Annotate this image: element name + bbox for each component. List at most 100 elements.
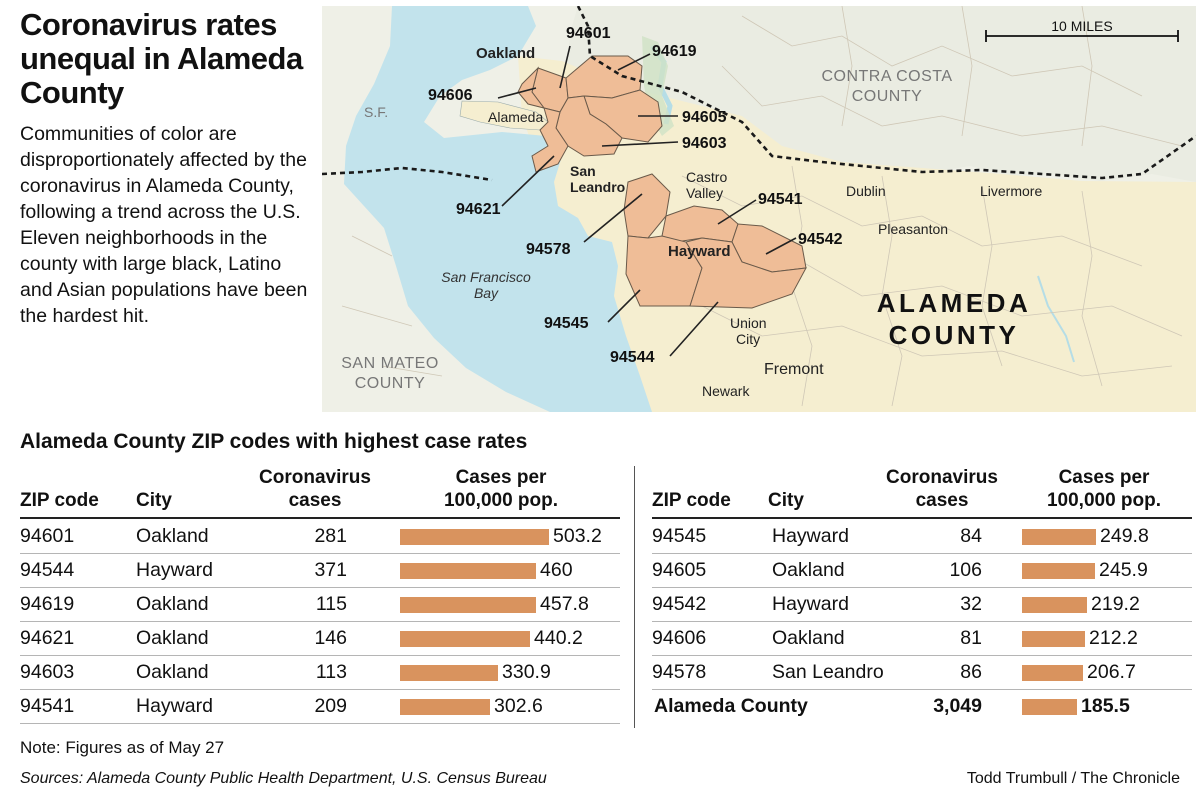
table-right: ZIP code City Coronavirus cases Cases pe…	[652, 466, 1192, 728]
table-row: 94621 Oakland 146 440.2	[20, 621, 620, 656]
zip-label-94541: 94541	[758, 191, 803, 208]
table-row: 94603 Oakland 113 330.9	[20, 655, 620, 690]
zip-cell: 94606	[652, 627, 707, 649]
cases-cell: 146	[314, 627, 347, 649]
rate-label: 185.5	[1081, 695, 1130, 717]
table-row: 94544 Hayward 371 460	[20, 553, 620, 588]
cases-cell: 371	[314, 559, 347, 581]
zip-cell: 94541	[20, 695, 75, 717]
table-title: Alameda County ZIP codes with highest ca…	[20, 430, 528, 453]
rate-bar	[1022, 699, 1077, 715]
header-cases-line2: cases	[915, 490, 969, 511]
credit: Todd Trumbull / The Chronicle	[966, 770, 1180, 787]
san-mateo-label-2: COUNTY	[355, 375, 426, 392]
county-labels: CONTRA COSTA COUNTY SAN MATEO COUNTY	[341, 68, 952, 392]
place-leandro: Leandro	[570, 179, 625, 195]
place-union: Union	[730, 315, 767, 331]
table-row: 94541 Hayward 209 302.6	[20, 689, 620, 724]
city-cell: Hayward	[772, 593, 849, 615]
place-valley: Valley	[686, 185, 723, 201]
total-cases: 3,049	[933, 695, 982, 717]
water-label: San Francisco Bay	[441, 269, 531, 301]
leader-lines	[497, 45, 797, 357]
header-cases: Coronavirus cases	[862, 466, 1022, 512]
bay-label-2: Bay	[474, 285, 499, 301]
city-cell: Oakland	[136, 627, 209, 649]
place-castro: Castro	[686, 169, 727, 185]
rate-label: 206.7	[1087, 661, 1136, 683]
contra-costa-label-1: CONTRA COSTA	[821, 68, 952, 85]
cases-cell: 81	[960, 627, 982, 649]
zip-labels: 94601 94619 94606 94605 94603 94621 9457…	[428, 25, 843, 366]
area-94544	[685, 237, 807, 309]
alameda-county-label-2: COUNTY	[889, 320, 1020, 350]
place-newark: Newark	[702, 383, 750, 399]
area-94578	[623, 173, 671, 239]
cases-cell: 106	[949, 559, 982, 581]
rate-bar	[400, 699, 490, 715]
rate-bar	[1022, 563, 1095, 579]
table-row: 94619 Oakland 115 457.8	[20, 587, 620, 622]
place-fremont: Fremont	[764, 361, 824, 378]
place-alameda: Alameda	[488, 109, 543, 125]
scale-label: 10 MILES	[1051, 18, 1112, 34]
zip-label-94606: 94606	[428, 87, 473, 104]
minor-boundaries	[341, 6, 1183, 407]
table-row: 94601 Oakland 281 503.2	[20, 519, 620, 554]
header-rule	[652, 517, 1192, 519]
table-row: 94605 Oakland 106 245.9	[652, 553, 1192, 588]
bay-label-1: San Francisco	[441, 269, 531, 285]
bay-water	[344, 6, 652, 412]
place-sf: S.F.	[364, 104, 388, 120]
header-cases-line1: Coronavirus	[259, 467, 371, 488]
zip-cell: 94578	[652, 661, 707, 683]
rate-label: 457.8	[540, 593, 589, 615]
place-oakland: Oakland	[476, 45, 535, 62]
total-label: Alameda County	[654, 695, 808, 717]
creek	[1037, 275, 1075, 363]
rate-bar	[400, 597, 536, 613]
header-cases-line2: cases	[288, 490, 342, 511]
header-cases-line1: Coronavirus	[886, 467, 998, 488]
city-cell: San Leandro	[772, 661, 884, 683]
header-rate-line1: Cases per	[1058, 467, 1150, 488]
zip-label-94542: 94542	[798, 231, 843, 248]
zip-cell: 94603	[20, 661, 75, 683]
san-mateo-land	[322, 184, 552, 412]
zip-label-94603: 94603	[682, 135, 727, 152]
zip-label-94605: 94605	[682, 109, 727, 126]
header-rate-line1: Cases per	[455, 467, 547, 488]
header-rate-line2: 100,000 pop.	[443, 490, 559, 511]
header-rate: Cases per 100,000 pop.	[1016, 466, 1192, 512]
table-row: 94606 Oakland 81 212.2	[652, 621, 1192, 656]
city-cell: Oakland	[772, 627, 845, 649]
place-livermore: Livermore	[980, 183, 1042, 199]
rate-label: 440.2	[534, 627, 583, 649]
scale-bar: 10 MILES	[985, 18, 1179, 42]
city-cell: Oakland	[136, 593, 209, 615]
cases-cell: 113	[315, 661, 347, 683]
rate-label: 330.9	[502, 661, 551, 683]
city-cell: Oakland	[772, 559, 845, 581]
city-cell: Oakland	[136, 525, 209, 547]
rate-label: 460	[540, 559, 573, 581]
city-cell: Hayward	[136, 695, 213, 717]
sources: Sources: Alameda County Public Health De…	[20, 770, 547, 787]
rate-bar	[400, 563, 536, 579]
zip-cell: 94542	[652, 593, 707, 615]
zip-cell: 94619	[20, 593, 75, 615]
rate-label: 302.6	[494, 695, 543, 717]
san-mateo-label-1: SAN MATEO	[341, 355, 439, 372]
alameda-county-label-1: ALAMEDA	[877, 288, 1032, 318]
header-city: City	[136, 490, 172, 511]
cases-cell: 84	[960, 525, 982, 547]
rate-bar	[1022, 529, 1096, 545]
zip-label-94544: 94544	[610, 349, 655, 366]
rate-bar	[400, 529, 549, 545]
cases-cell: 281	[314, 525, 347, 547]
rate-bar	[1022, 631, 1085, 647]
place-pleasanton: Pleasanton	[878, 221, 948, 237]
alameda-county-label: ALAMEDA COUNTY	[877, 288, 1032, 350]
cases-cell: 115	[315, 593, 347, 615]
city-cell: Hayward	[772, 525, 849, 547]
